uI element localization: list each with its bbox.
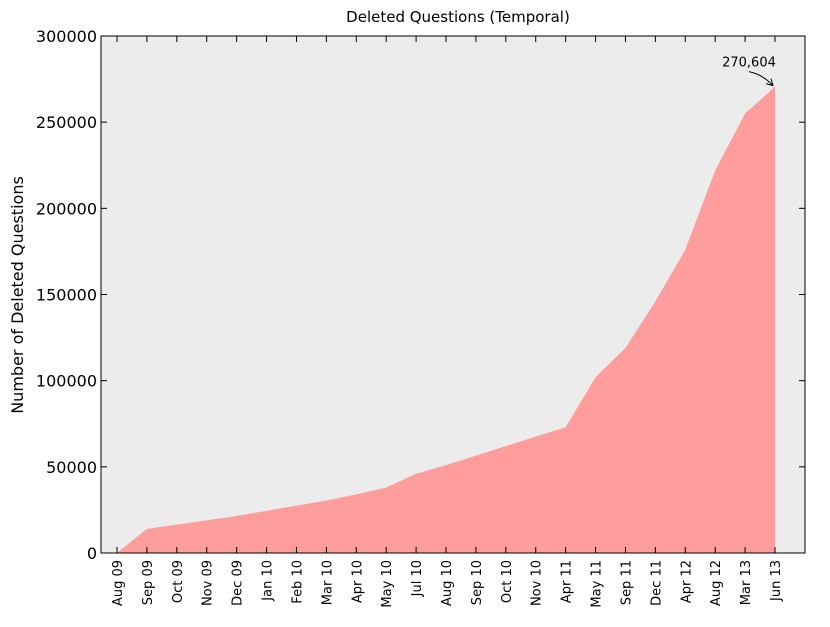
x-tick-label: Jul 10 — [410, 560, 425, 597]
y-tick-label: 50000 — [46, 458, 97, 477]
x-tick-label: Apr 12 — [679, 560, 694, 603]
x-tick-label: Feb 10 — [290, 560, 305, 604]
x-tick-label: Dec 09 — [231, 560, 246, 606]
y-tick-label: 0 — [87, 544, 97, 563]
x-tick-label: Aug 09 — [111, 560, 126, 606]
annotation-arrow — [748, 71, 774, 87]
x-tick-label: Nov 10 — [530, 560, 545, 606]
x-tick-label: Sep 10 — [470, 560, 485, 605]
x-tick-label: Apr 11 — [560, 560, 575, 603]
x-tick-label: Sep 09 — [141, 560, 156, 605]
x-tick-label: Oct 10 — [500, 560, 515, 603]
y-tick-label: 250000 — [36, 113, 97, 132]
y-axis-label: Number of Deleted Questions — [8, 176, 27, 414]
x-tick-label: Jan 10 — [261, 560, 276, 602]
x-tick-label: Dec 11 — [649, 560, 664, 606]
x-tick-label: Nov 09 — [201, 560, 216, 606]
x-tick-label: Jun 13 — [769, 560, 784, 602]
area — [117, 86, 775, 553]
x-tick-label: May 11 — [590, 560, 605, 608]
x-tick-label: Mar 13 — [739, 560, 754, 605]
annotation: 270,604 — [722, 56, 776, 71]
y-tick-label: 300000 — [36, 27, 97, 46]
y-tick-label: 100000 — [36, 372, 97, 391]
x-tick-label: Apr 10 — [350, 560, 365, 603]
x-tick-label: Sep 11 — [619, 560, 634, 605]
chart-title: Deleted Questions (Temporal) — [346, 8, 570, 26]
x-tick-label: Aug 10 — [440, 560, 455, 606]
x-tick-label: Mar 10 — [320, 560, 335, 605]
x-tick-label: Oct 09 — [171, 560, 186, 603]
x-tick-label: May 10 — [380, 560, 395, 608]
y-tick-label: 200000 — [36, 199, 97, 218]
x-tick-label: Aug 12 — [709, 560, 724, 606]
y-tick-label: 150000 — [36, 286, 97, 305]
